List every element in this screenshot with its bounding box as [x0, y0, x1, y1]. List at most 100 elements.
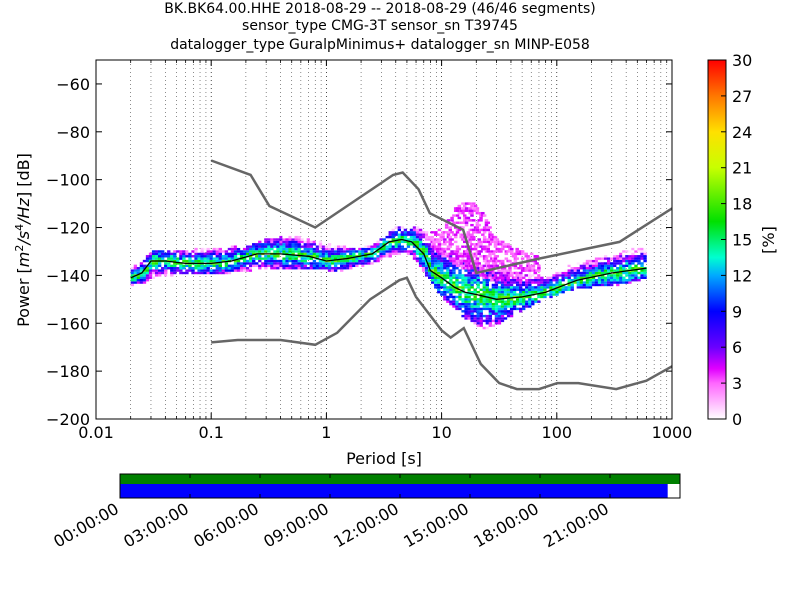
psd-cell: [224, 269, 229, 272]
psd-cell: [424, 250, 429, 253]
psd-cell: [628, 274, 632, 277]
psd-cell: [491, 312, 496, 315]
psd-outlier-cell: [511, 264, 516, 268]
psd-cell: [428, 276, 432, 279]
psd-cell: [327, 247, 332, 251]
psd-cell: [264, 245, 268, 248]
psd-cell: [467, 317, 471, 320]
psd-cell: [479, 288, 483, 291]
psd-cell: [428, 269, 432, 272]
psd-cell: [643, 259, 647, 263]
psd-cell: [643, 252, 647, 256]
psd-cell: [267, 247, 271, 251]
psd-cell: [458, 298, 462, 301]
psd-cell: [327, 267, 332, 270]
psd-cell: [306, 243, 310, 246]
psd-cell: [288, 267, 292, 270]
psd-cell: [324, 250, 329, 253]
psd-outlier-cell: [513, 264, 518, 268]
psd-cell: [610, 252, 614, 256]
psd-cell: [503, 281, 508, 284]
psd-outlier-cell: [470, 262, 474, 265]
psd-cell: [139, 264, 144, 268]
psd-cell: [346, 264, 350, 268]
psd-cell: [567, 276, 571, 279]
psd-cell: [279, 250, 283, 253]
psd-cell: [276, 247, 280, 251]
psd-cell: [236, 247, 241, 251]
psd-cell: [443, 293, 447, 296]
psd-outlier-cell: [479, 243, 483, 246]
psd-cell: [607, 259, 611, 263]
psd-outlier-cell: [504, 271, 509, 275]
psd-cell: [249, 245, 253, 248]
psd-cell: [409, 235, 414, 239]
y-tick-label: −200: [46, 410, 90, 429]
psd-cell: [227, 257, 232, 260]
psd-outlier-cell: [441, 231, 445, 234]
psd-cell: [461, 257, 465, 260]
psd-cell: [418, 228, 423, 232]
psd-cell: [327, 257, 332, 260]
psd-cell: [245, 247, 250, 251]
psd-outlier-cell: [432, 247, 436, 251]
psd-outlier-cell: [519, 250, 523, 253]
psd-cell: [482, 278, 486, 282]
psd-cell: [464, 293, 468, 296]
psd-cell: [294, 257, 298, 260]
psd-cell: [573, 281, 577, 284]
psd-cell: [297, 238, 301, 241]
psd-cell: [179, 250, 183, 253]
psd-cell: [376, 240, 380, 244]
psd-cell: [330, 259, 335, 263]
psd-cell: [515, 298, 520, 301]
psd-cell: [449, 293, 453, 296]
psd-cell: [428, 257, 432, 260]
psd-outlier-cell: [475, 211, 480, 215]
psd-cell: [622, 281, 626, 284]
psd-cell: [291, 245, 295, 248]
psd-cell: [179, 255, 183, 258]
psd-cell: [443, 295, 447, 299]
psd-cell: [537, 293, 541, 296]
psd-cell: [631, 276, 635, 279]
psd-outlier-cell: [462, 204, 467, 208]
psd-cell: [500, 288, 505, 291]
psd-outlier-cell: [452, 233, 456, 236]
psd-outlier-cell: [506, 250, 510, 253]
psd-cell: [446, 255, 450, 258]
psd-cell: [364, 247, 368, 251]
psd-cell: [540, 293, 544, 296]
psd-cell: [512, 286, 517, 289]
psd-cell: [479, 298, 483, 301]
psd-cell: [303, 262, 307, 265]
psd-outlier-cell: [482, 231, 487, 234]
psd-cell: [534, 274, 538, 277]
psd-outlier-cell: [473, 209, 478, 212]
psd-cell: [382, 240, 386, 244]
psd-cell: [352, 247, 356, 251]
psd-cell: [233, 257, 238, 260]
psd-cell: [437, 264, 441, 268]
psd-cell: [437, 255, 441, 258]
psd-cell: [397, 250, 401, 253]
psd-cell: [376, 245, 380, 248]
psd-cell: [157, 252, 162, 256]
psd-cell: [631, 252, 635, 256]
psd-outlier-cell: [500, 276, 505, 279]
psd-cell: [406, 252, 411, 256]
psd-cell: [561, 274, 565, 277]
psd-outlier-cell: [504, 252, 509, 256]
psd-cell: [494, 293, 499, 296]
psd-cell: [443, 290, 447, 294]
plot-frame: [95, 59, 673, 420]
psd-cell: [464, 314, 468, 318]
psd-cell: [336, 259, 341, 263]
psd-cell: [239, 250, 244, 253]
psd-cell: [382, 250, 386, 253]
psd-cell: [431, 276, 435, 279]
psd-cell: [273, 262, 277, 265]
psd-cell: [546, 281, 550, 284]
psd-outlier-cell: [491, 276, 496, 279]
psd-cell: [631, 247, 635, 251]
